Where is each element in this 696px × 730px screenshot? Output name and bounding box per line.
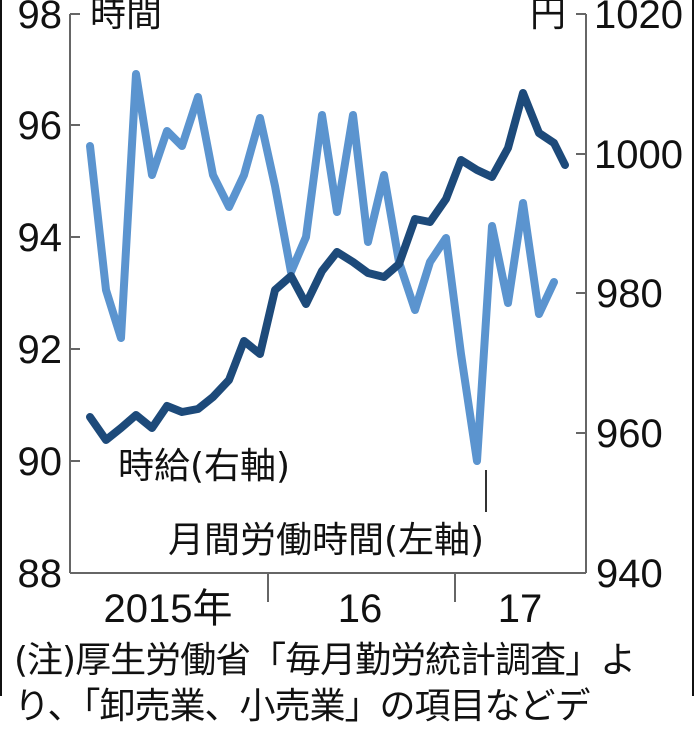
left-tick-90: 90 — [18, 440, 63, 484]
right-tick-1000: 1000 — [594, 133, 683, 177]
left-tick-94: 94 — [18, 216, 63, 260]
left-tick-92: 92 — [18, 328, 63, 372]
series-monthly-hours — [86, 70, 558, 465]
x-tick-17: 17 — [498, 587, 543, 631]
wage-series-label: 時給(右軸) — [118, 446, 290, 487]
left-tick-88: 88 — [18, 552, 63, 596]
footnote-line-2: り、「卸売業、小売業」の項目などデ — [14, 686, 591, 727]
left-tick-96: 96 — [18, 104, 63, 148]
series-hourly-wage — [86, 89, 569, 444]
right-axis-unit: 円 — [530, 0, 566, 35]
right-tick-940: 940 — [596, 552, 663, 596]
right-tick-960: 960 — [596, 412, 663, 456]
footnote: (注)厚生労働省「毎月勤労統計調査」よ り、「卸売業、小売業」の項目などデ — [14, 638, 636, 730]
right-tick-980: 980 — [596, 272, 663, 316]
chart-frame — [0, 0, 694, 696]
x-tick-2015: 2015年 — [104, 587, 233, 631]
footnote-line-1: (注)厚生労働省「毎月勤労統計調査」よ — [14, 640, 636, 681]
axes — [69, 13, 587, 602]
x-tick-16: 16 — [338, 587, 383, 631]
left-axis-unit: 時間 — [90, 0, 162, 35]
line-chart: 98 96 94 92 90 88 1020 1000 980 960 940 … — [18, 0, 683, 631]
left-tick-98: 98 — [18, 0, 63, 37]
right-tick-1020: 1020 — [594, 0, 683, 37]
hours-series-label: 月間労働時間(左軸) — [168, 520, 484, 561]
